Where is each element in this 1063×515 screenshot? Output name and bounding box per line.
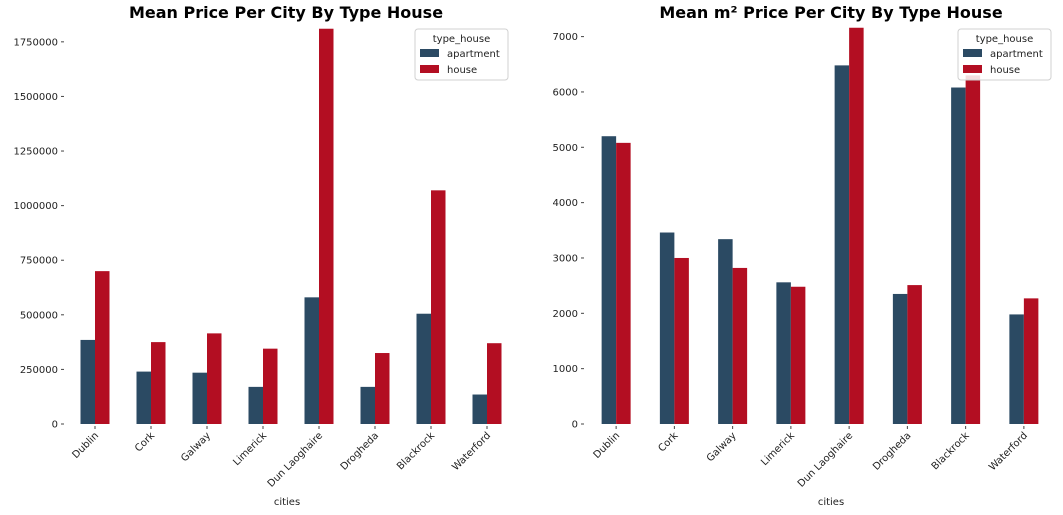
- bar-apartment-blackrock: [416, 313, 431, 424]
- bar-house-limerick: [790, 286, 806, 424]
- legend: type_house apartment house: [414, 28, 509, 81]
- bar-house-dublin: [616, 142, 631, 424]
- bar-house-waterford: [487, 343, 502, 424]
- bar-house-galway: [732, 267, 748, 424]
- x-tick-label: Drogheda: [339, 430, 381, 472]
- x-tick-label: Cork: [133, 430, 157, 454]
- y-tick-label: 6000: [553, 87, 578, 98]
- chart-title: Mean m² Price Per City By Type House: [659, 3, 1003, 22]
- bar-apartment-limerick: [776, 282, 791, 424]
- x-tick-label: Limerick: [231, 430, 269, 468]
- y-tick-label: 0: [572, 420, 578, 431]
- bar-house-drogheda: [375, 353, 390, 424]
- x-axis-label: cities: [818, 497, 844, 508]
- bar-house-blackrock: [965, 75, 981, 424]
- bar-house-dublin: [95, 271, 110, 424]
- legend-title: type_house: [976, 34, 1034, 45]
- bar-house-cork: [674, 257, 689, 424]
- bar-house-blackrock: [431, 190, 446, 424]
- bar-house-dun-laoghaire: [849, 27, 864, 424]
- x-tick-label: Blackrock: [395, 430, 437, 472]
- bar-apartment-galway: [718, 239, 733, 424]
- legend-swatch-apartment: [963, 49, 982, 57]
- bar-apartment-waterford: [472, 394, 487, 424]
- bar-apartment-dublin: [80, 339, 95, 424]
- bar-apartment-cork: [659, 232, 675, 424]
- x-tick-label: Dun Laoghaire: [796, 430, 855, 489]
- bar-apartment-dublin: [601, 136, 617, 424]
- legend-label-apartment: apartment: [990, 49, 1043, 60]
- y-tick-label: 2000: [553, 309, 578, 320]
- bar-house-drogheda: [907, 285, 922, 424]
- x-axis-label: cities: [274, 497, 300, 508]
- y-tick-label: 3000: [553, 253, 578, 264]
- y-tick-label: 7000: [553, 32, 578, 43]
- bar-house-dun-laoghaire: [319, 28, 334, 424]
- y-tick-label: 0: [52, 420, 58, 431]
- legend-title: type_house: [433, 34, 491, 45]
- x-tick-label: Drogheda: [871, 430, 913, 472]
- y-tick-label: 1750000: [13, 37, 58, 48]
- y-tick-label: 250000: [20, 365, 58, 376]
- bar-house-waterford: [1023, 298, 1039, 424]
- y-tick-label: 1000: [553, 364, 578, 375]
- bar-apartment-dun-laoghaire: [304, 297, 319, 424]
- x-tick-label: Galway: [179, 430, 213, 464]
- chart-2: Mean m² Price Per City By Type House 0 100…: [553, 3, 1052, 508]
- y-tick-label: 4000: [553, 198, 578, 209]
- x-tick-label: Galway: [705, 430, 739, 464]
- y-tick-label: 5000: [553, 143, 578, 154]
- bar-apartment-galway: [192, 372, 207, 424]
- legend-swatch-house: [963, 65, 982, 73]
- y-tick-label: 1000000: [13, 201, 58, 212]
- y-tick-label: 750000: [20, 256, 58, 267]
- x-tick-label: Dublin: [71, 430, 102, 461]
- bar-apartment-drogheda: [360, 386, 375, 424]
- x-tick-label: Blackrock: [930, 430, 972, 472]
- chart-1: Mean Price Per City By Type House 0 250000…: [13, 3, 509, 508]
- legend-label-house: house: [447, 65, 477, 76]
- bar-apartment-waterford: [1009, 314, 1024, 424]
- legend-label-apartment: apartment: [447, 49, 500, 60]
- x-tick-label: Dun Laoghaire: [266, 430, 325, 489]
- legend-swatch-apartment: [420, 49, 439, 57]
- bar-house-galway: [207, 333, 222, 424]
- y-tick-label: 1500000: [13, 92, 58, 103]
- x-tick-label: Cork: [656, 430, 680, 454]
- legend-swatch-house: [420, 65, 439, 73]
- bar-house-limerick: [263, 348, 278, 424]
- bar-apartment-drogheda: [892, 293, 908, 424]
- bar-apartment-cork: [136, 371, 151, 424]
- x-tick-label: Dublin: [592, 430, 623, 461]
- x-tick-label: Waterford: [987, 430, 1030, 473]
- y-tick-label: 1250000: [13, 147, 58, 158]
- bar-apartment-dun-laoghaire: [834, 65, 850, 424]
- x-tick-label: Waterford: [450, 430, 493, 473]
- y-tick-label: 500000: [20, 310, 58, 321]
- bar-house-cork: [151, 342, 166, 424]
- chart-title: Mean Price Per City By Type House: [129, 3, 443, 22]
- legend: type_house apartment house: [957, 28, 1052, 81]
- bar-apartment-limerick: [248, 386, 263, 424]
- bar-apartment-blackrock: [951, 87, 966, 424]
- legend-label-house: house: [990, 65, 1020, 76]
- x-tick-label: Limerick: [759, 430, 797, 468]
